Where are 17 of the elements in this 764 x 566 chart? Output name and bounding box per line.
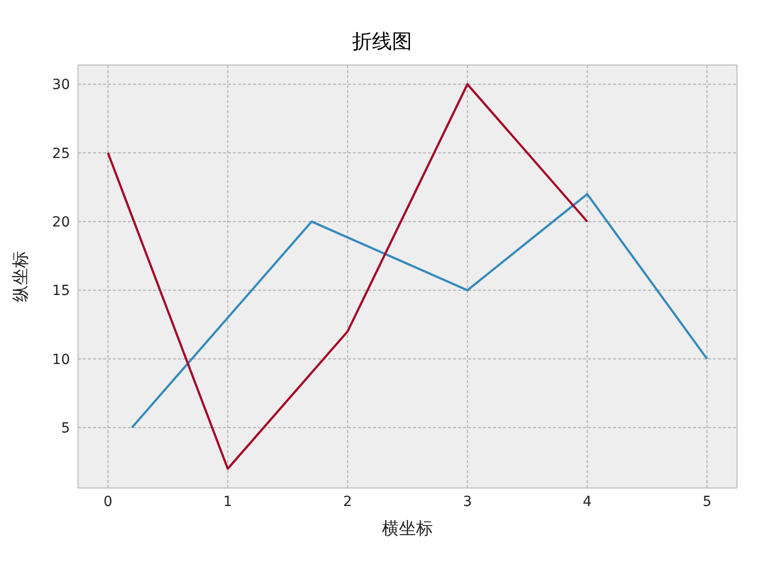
x-tick-label: 5 xyxy=(702,494,712,510)
y-axis-title: 纵坐标 xyxy=(11,251,32,302)
x-tick-label: 4 xyxy=(582,494,592,510)
y-tick-label: 30 xyxy=(52,77,70,94)
line-series xyxy=(130,192,708,429)
chart-title: 折线图 xyxy=(351,28,413,55)
line-series xyxy=(106,83,588,470)
x-tick-label: 0 xyxy=(103,494,112,510)
y-tick-label: 20 xyxy=(52,214,70,231)
x-tick-label: 1 xyxy=(223,494,232,510)
x-axis-title: 横坐标 xyxy=(382,519,433,539)
x-tick-label: 3 xyxy=(462,494,472,510)
y-tick-label: 25 xyxy=(52,146,70,162)
x-tick-label: 2 xyxy=(343,494,352,510)
y-tick-label: 15 xyxy=(52,283,70,300)
y-tick-label: 5 xyxy=(61,420,70,437)
y-tick-label: 10 xyxy=(52,352,70,368)
